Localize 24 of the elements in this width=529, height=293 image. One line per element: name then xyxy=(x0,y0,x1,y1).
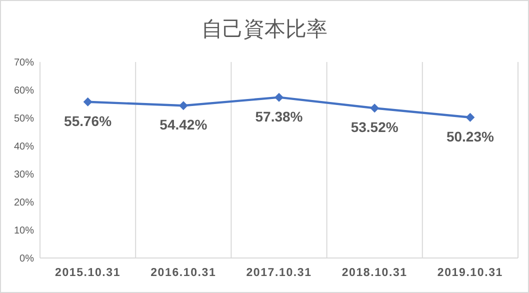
text: 53.52% xyxy=(350,119,398,136)
point xyxy=(178,101,188,110)
y-tick-label: 10% xyxy=(14,226,34,236)
y-tick-label: 40% xyxy=(14,142,34,152)
point xyxy=(370,104,380,113)
point xyxy=(466,112,475,122)
point xyxy=(83,97,92,106)
y-tick-label: 20% xyxy=(14,198,34,208)
text: 54.42% xyxy=(160,116,208,133)
x-tick-label: 2019.10.31 xyxy=(437,267,503,279)
y-tick-label: 70% xyxy=(14,58,34,68)
point xyxy=(274,92,284,102)
chart-title: 自己資本比率 xyxy=(202,17,328,41)
y-tick-label: 0% xyxy=(20,254,34,264)
text: 57.38% xyxy=(255,108,303,124)
x-tick-label: 2017.10.31 xyxy=(246,267,312,279)
y-tick-label: 60% xyxy=(14,86,34,96)
x-tick-label: 2018.10.31 xyxy=(342,267,408,279)
x-tick-label: 2016.10.31 xyxy=(150,267,216,279)
y-tick-label: 50% xyxy=(14,114,34,124)
y-tick-label: 30% xyxy=(14,170,34,180)
x-tick-label: 2015.10.31 xyxy=(55,267,121,279)
text: 55.76% xyxy=(64,112,112,129)
text: 50.23% xyxy=(446,128,494,144)
